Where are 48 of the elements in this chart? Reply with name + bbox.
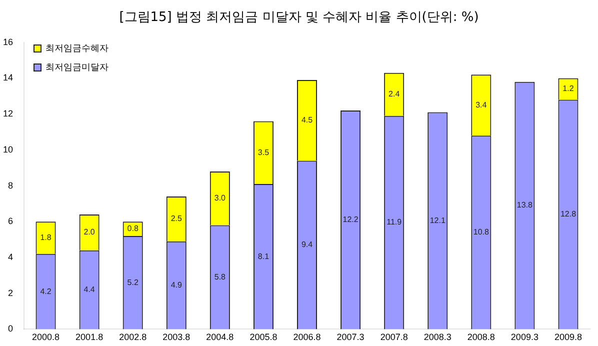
data-label: 4.5 [301,116,314,125]
data-label: 1.8 [40,232,52,242]
x-tick-label: 2000.8 [32,332,60,342]
x-tick-label: 2009.8 [554,332,582,342]
data-label: 12.8 [560,210,577,219]
legend-label: 최저임금미달자 [46,62,109,72]
x-tick-label: 2009.3 [510,332,538,342]
y-tick-label: 6 [8,216,14,226]
data-label: 11.9 [386,218,402,227]
x-tick-label: 2008.8 [467,332,495,342]
data-label: 5.8 [214,272,226,282]
data-label: 2.4 [388,90,400,99]
data-label: 3.4 [476,100,488,110]
data-label: 8.1 [258,252,270,261]
x-tick-label: 2004.8 [206,332,234,342]
data-label: 2.5 [170,214,182,224]
data-label: 4.2 [40,286,52,296]
y-tick-label: 12 [2,108,14,119]
x-tick-label: 2005.8 [250,332,278,342]
x-tick-label: 2003.8 [162,332,190,342]
y-tick-label: 0 [8,324,14,334]
data-label: 1.2 [562,84,574,94]
data-label: 2.0 [84,228,96,237]
data-label: 9.4 [301,240,314,250]
x-tick-label: 2008.3 [424,332,452,342]
x-tick-label: 2002.8 [119,332,147,342]
chart-title: [그림15] 법정 최저임금 미달자 및 수혜자 비율 추이(단위: %) [118,9,480,26]
y-tick-label: 16 [2,36,14,47]
data-label: 5.2 [127,278,139,287]
data-label: 4.9 [170,280,182,290]
x-tick-label: 2007.3 [336,332,364,342]
data-label: 12.1 [430,216,446,225]
y-tick-label: 4 [8,252,14,262]
legend-label: 최저임금수혜자 [46,42,109,53]
data-label: 12.2 [342,215,359,224]
data-label: 0.8 [127,224,139,234]
y-tick-label: 2 [8,288,14,298]
x-tick-label: 2007.8 [380,332,408,342]
data-label: 3.0 [214,194,226,203]
y-tick-label: 8 [8,180,14,190]
x-tick-label: 2006.8 [293,332,321,342]
data-label: 4.4 [84,284,96,294]
data-label: 10.8 [473,228,490,237]
data-label: 13.8 [516,200,534,210]
y-tick-label: 14 [2,72,14,83]
y-tick-label: 10 [2,144,14,154]
data-label: 3.5 [258,148,270,157]
x-tick-label: 2001.8 [76,332,104,342]
